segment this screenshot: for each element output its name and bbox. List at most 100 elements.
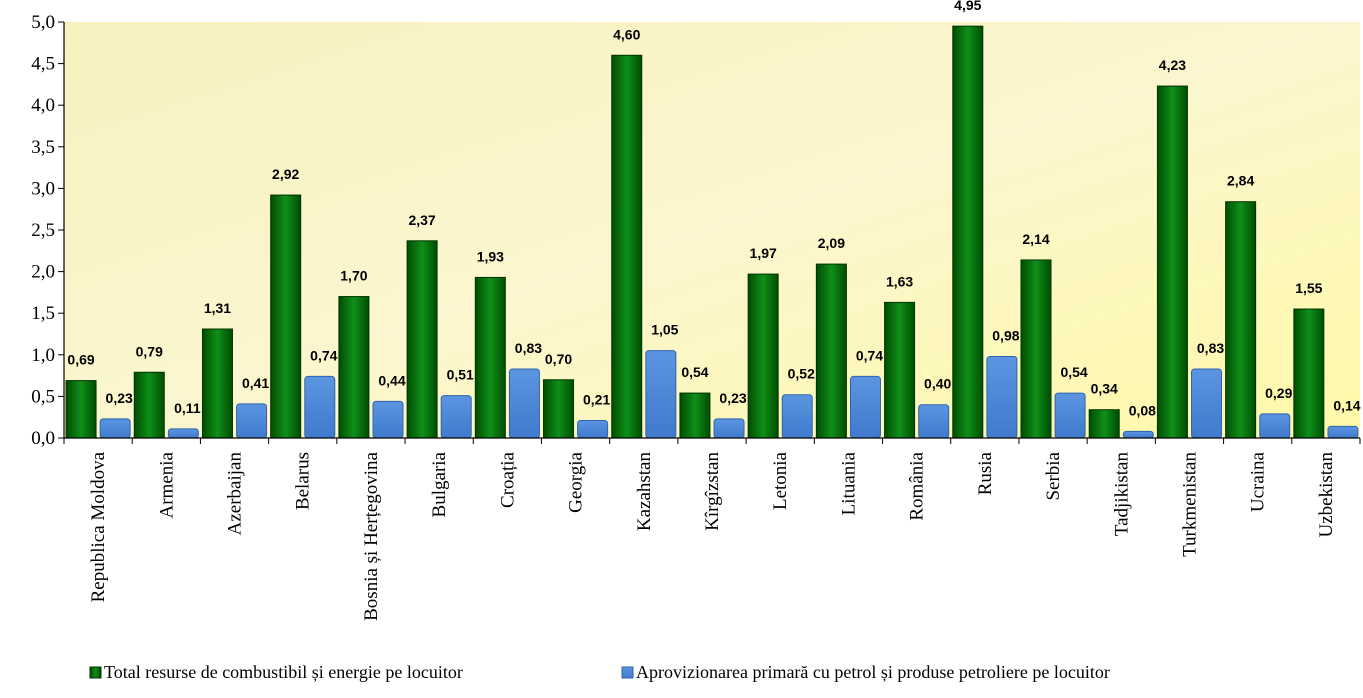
x-tick-label: Bosnia și Herțegovina <box>361 451 382 620</box>
data-labels-group: 0,69 0,23 0,79 0,11 1,31 0,41 2,92 0,74 1,70 0,44… <box>67 0 1360 418</box>
data-label-oil-supply: 0,44 <box>378 372 405 388</box>
bar-oil-supply <box>508 368 540 439</box>
data-label-total-resources: 0,34 <box>1091 381 1118 397</box>
bar-oil-supply <box>849 375 881 439</box>
data-label-total-resources: 4,23 <box>1159 57 1186 73</box>
bar-total-resources <box>1225 201 1257 439</box>
y-tick-label: 4,5 <box>31 54 55 75</box>
bars-group <box>65 25 1359 439</box>
data-label-oil-supply: 1,05 <box>651 322 678 338</box>
data-label-total-resources: 2,37 <box>408 212 435 228</box>
x-tick-label: România <box>907 451 928 520</box>
bar-oil-supply <box>99 418 131 439</box>
data-label-oil-supply: 0,51 <box>447 367 474 383</box>
bar-oil-supply <box>781 394 813 439</box>
bar-total-resources <box>1020 259 1052 439</box>
bar-oil-supply <box>236 403 268 439</box>
x-tick-label: Armenia <box>156 451 177 518</box>
bar-total-resources <box>65 380 97 439</box>
bar-total-resources <box>474 276 506 439</box>
bar-total-resources <box>406 240 438 439</box>
y-tick-label: 4,0 <box>31 95 55 116</box>
x-tick-label: Kazahstan <box>634 452 655 532</box>
legend: Total resurse de combustibil și energie … <box>89 662 1110 682</box>
bar-oil-supply <box>1122 430 1154 439</box>
x-tick-label: Lituania <box>838 451 859 515</box>
data-label-oil-supply: 0,40 <box>924 376 951 392</box>
y-tick-label: 0,0 <box>31 428 55 449</box>
data-label-oil-supply: 0,29 <box>1265 385 1292 401</box>
bar-oil-supply <box>1259 413 1291 439</box>
legend-swatch-oil-supply <box>621 666 634 679</box>
x-tick-label: Serbia <box>1043 451 1064 500</box>
bar-oil-supply <box>440 395 472 439</box>
bar-oil-supply <box>918 404 950 439</box>
data-label-total-resources: 1,97 <box>750 245 777 261</box>
data-label-oil-supply: 0,11 <box>174 400 201 416</box>
bar-oil-supply <box>713 418 745 439</box>
x-tick-label: Turkmenistan <box>1179 452 1200 557</box>
data-label-oil-supply: 0,54 <box>1060 364 1087 380</box>
data-label-oil-supply: 0,23 <box>106 390 133 406</box>
data-label-total-resources: 0,54 <box>681 364 708 380</box>
bar-total-resources <box>952 25 984 439</box>
bar-total-resources <box>679 392 711 439</box>
legend-label: Total resurse de combustibil și energie … <box>104 662 463 682</box>
y-tick-label: 3,0 <box>31 178 55 199</box>
data-label-oil-supply: 0,23 <box>719 390 746 406</box>
x-tick-label: Belarus <box>293 452 314 510</box>
x-tick-label: Tadjikistan <box>1111 452 1132 537</box>
bar-total-resources <box>543 379 575 439</box>
data-label-total-resources: 4,60 <box>613 26 640 42</box>
legend-swatch-total-resources <box>89 666 102 679</box>
bar-oil-supply <box>372 400 404 439</box>
data-label-oil-supply: 0,83 <box>1197 340 1224 356</box>
axes-group: Republica Moldova Armenia Azerbaijan Belaru… <box>31 12 1361 621</box>
data-label-oil-supply: 0,41 <box>242 375 269 391</box>
data-label-total-resources: 2,84 <box>1227 173 1254 189</box>
bar-total-resources <box>1088 409 1120 439</box>
legend-item: Aprovizionarea primară cu petrol și prod… <box>621 662 1110 682</box>
y-tick-label: 2,0 <box>31 262 55 283</box>
data-label-total-resources: 1,31 <box>204 300 231 316</box>
x-tick-label: Kîrgîzstan <box>702 452 723 531</box>
y-tick-label: 1,0 <box>31 345 55 366</box>
bar-total-resources <box>1156 85 1188 439</box>
data-label-oil-supply: 0,14 <box>1333 397 1360 413</box>
legend-label: Aprovizionarea primară cu petrol și prod… <box>636 662 1110 682</box>
y-tick-label: 3,5 <box>31 137 55 158</box>
data-label-total-resources: 2,92 <box>272 166 299 182</box>
bar-total-resources <box>747 273 779 439</box>
bar-total-resources <box>1293 308 1325 439</box>
bar-total-resources <box>270 194 302 439</box>
data-label-total-resources: 0,69 <box>67 352 94 368</box>
data-label-total-resources: 2,09 <box>818 235 845 251</box>
data-label-oil-supply: 0,52 <box>788 366 815 382</box>
data-label-total-resources: 4,95 <box>954 0 981 13</box>
x-tick-label: Letonia <box>770 451 791 510</box>
bar-oil-supply <box>1327 425 1359 439</box>
data-label-oil-supply: 0,98 <box>992 327 1019 343</box>
bar-total-resources <box>201 328 233 439</box>
y-tick-label: 2,5 <box>31 220 55 241</box>
x-tick-label: Ucraina <box>1248 451 1269 512</box>
bar-total-resources <box>611 54 643 439</box>
data-label-oil-supply: 0,83 <box>515 340 542 356</box>
y-tick-label: 0,5 <box>31 386 55 407</box>
data-label-oil-supply: 0,08 <box>1129 402 1156 418</box>
y-tick-label: 1,5 <box>31 303 55 324</box>
bar-total-resources <box>338 296 370 439</box>
bar-oil-supply <box>1191 368 1223 439</box>
bar-oil-supply <box>167 428 199 439</box>
bar-oil-supply <box>986 355 1018 439</box>
data-label-total-resources: 1,93 <box>477 248 504 264</box>
bar-oil-supply <box>304 375 336 439</box>
x-tick-label: Croația <box>497 451 518 507</box>
x-tick-label: Bulgaria <box>429 451 450 517</box>
data-label-total-resources: 1,63 <box>886 273 913 289</box>
bar-total-resources <box>815 263 847 439</box>
data-label-total-resources: 2,14 <box>1022 231 1049 247</box>
x-tick-label: Rusia <box>975 451 996 495</box>
data-label-total-resources: 1,70 <box>340 268 367 284</box>
